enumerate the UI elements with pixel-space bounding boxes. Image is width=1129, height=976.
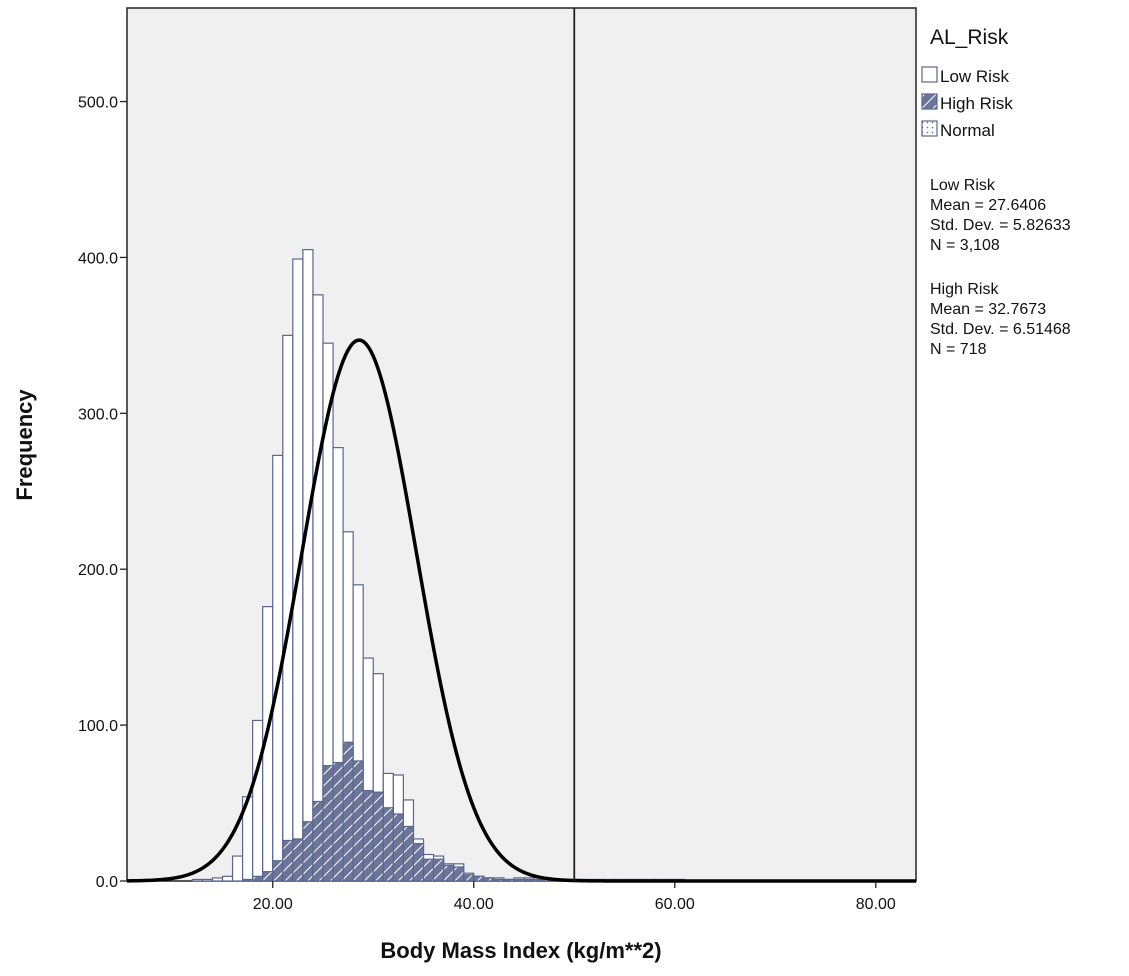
y-axis-title: Frequency bbox=[12, 389, 37, 501]
high-risk-bar bbox=[483, 877, 495, 882]
y-tick-label: 300.0 bbox=[78, 406, 118, 423]
legend-title: AL_Risk bbox=[930, 26, 1009, 49]
y-tick-label: 500.0 bbox=[78, 95, 118, 112]
high-risk-bar bbox=[322, 765, 334, 882]
legend-swatch-normal bbox=[921, 120, 938, 137]
high-risk-bar bbox=[523, 878, 535, 882]
stats-low-risk-sd: Std. Dev. = 5.82633 bbox=[930, 217, 1071, 234]
high-risk-bar bbox=[352, 760, 364, 882]
high-risk-bar bbox=[392, 813, 405, 882]
y-tick-label: 400.0 bbox=[78, 250, 118, 267]
legend-label-high-risk: High Risk bbox=[940, 94, 1013, 113]
high-risk-bar bbox=[292, 838, 304, 882]
high-risk-bar bbox=[432, 858, 445, 882]
low-risk-bar bbox=[211, 877, 224, 882]
legend-swatch-low-risk bbox=[921, 66, 938, 83]
y-axis: 0.0 100.0 200.0 300.0 400.0 500.0 bbox=[78, 95, 127, 891]
high-risk-bar bbox=[312, 800, 324, 882]
high-risk-bar bbox=[453, 866, 465, 882]
stats-low-risk-mean: Mean = 27.6406 bbox=[930, 197, 1046, 214]
stats-high-risk-sd: Std. Dev. = 6.51468 bbox=[930, 321, 1071, 338]
stats-low-risk-n: N = 3,108 bbox=[930, 237, 1000, 254]
high-risk-bar bbox=[282, 839, 294, 882]
high-risk-bar bbox=[402, 825, 415, 882]
stats-high-risk: High Risk Mean = 32.7673 Std. Dev. = 6.5… bbox=[930, 281, 1071, 358]
low-risk-bar bbox=[201, 878, 214, 882]
high-risk-bar bbox=[241, 878, 254, 882]
high-risk-bar bbox=[503, 878, 515, 882]
y-tick-label: 100.0 bbox=[78, 718, 118, 735]
high-risk-bar bbox=[272, 860, 284, 882]
low-risk-bar bbox=[312, 294, 324, 882]
high-risk-bar bbox=[533, 878, 545, 882]
legend-swatch-high-risk bbox=[921, 93, 938, 110]
legend-label-low-risk: Low Risk bbox=[940, 67, 1009, 86]
high-risk-bar bbox=[332, 761, 344, 882]
high-risk-bar bbox=[422, 858, 435, 882]
low-risk-bar bbox=[252, 719, 264, 882]
high-risk-bars bbox=[241, 741, 585, 882]
x-tick-label: 20.00 bbox=[253, 896, 293, 913]
high-risk-bar bbox=[493, 878, 505, 882]
high-risk-bar bbox=[443, 864, 455, 882]
stats-low-risk-group: Low Risk bbox=[930, 177, 996, 194]
y-tick-label: 200.0 bbox=[78, 562, 118, 579]
high-risk-bar bbox=[362, 789, 374, 882]
high-risk-bar bbox=[382, 807, 394, 882]
low-risk-bar bbox=[231, 855, 244, 882]
high-risk-bar bbox=[302, 821, 314, 882]
legend: AL_Risk Low Risk High Risk Normal bbox=[921, 26, 1013, 140]
x-axis: 20.00 40.00 60.00 80.00 bbox=[253, 881, 896, 913]
x-axis-title: Body Mass Index (kg/m**2) bbox=[380, 938, 661, 963]
low-risk-bar bbox=[302, 249, 314, 882]
high-risk-bar bbox=[463, 874, 475, 882]
normal-curve bbox=[126, 338, 916, 883]
high-risk-bar bbox=[262, 871, 274, 882]
x-tick-label: 40.00 bbox=[454, 896, 494, 913]
y-tick-label: 0.0 bbox=[96, 874, 118, 891]
high-risk-bar bbox=[412, 842, 425, 882]
high-risk-bar bbox=[342, 741, 354, 882]
low-risk-bar bbox=[221, 875, 234, 882]
high-risk-bar bbox=[252, 875, 264, 882]
x-tick-label: 60.00 bbox=[655, 896, 695, 913]
high-risk-bar bbox=[513, 878, 525, 882]
x-tick-label: 80.00 bbox=[856, 896, 896, 913]
low-risk-bar bbox=[191, 878, 203, 882]
stats-high-risk-mean: Mean = 32.7673 bbox=[930, 301, 1046, 318]
stats-low-risk: Low Risk Mean = 27.6406 Std. Dev. = 5.82… bbox=[930, 177, 1071, 254]
high-risk-bar bbox=[473, 875, 485, 882]
high-risk-bar bbox=[372, 791, 384, 882]
plot-area bbox=[126, 7, 917, 882]
stats-high-risk-n: N = 718 bbox=[930, 341, 987, 358]
stats-high-risk-group: High Risk bbox=[930, 281, 999, 298]
legend-label-normal: Normal bbox=[940, 121, 995, 140]
